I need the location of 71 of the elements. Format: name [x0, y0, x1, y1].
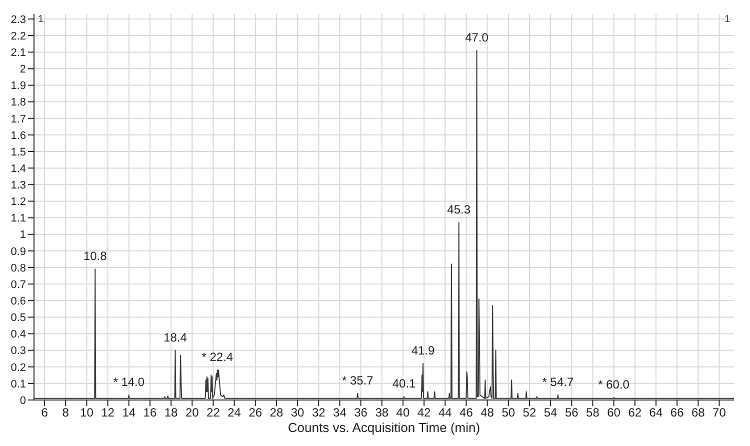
- x-tick-label: 70: [712, 406, 726, 420]
- y-tick-label: 1.3: [10, 180, 26, 192]
- y-tick-label: 1.4: [10, 162, 26, 175]
- y-tick-label: 1.6: [10, 130, 26, 142]
- y-tick-label: 0.9: [10, 246, 26, 258]
- y-tick-label: 2.2: [10, 30, 26, 42]
- x-tick-label: 44: [438, 406, 452, 420]
- y-tick-label: 1: [20, 229, 26, 242]
- x-tick-label: 10: [80, 406, 94, 420]
- y-tick-label: 1.7: [10, 113, 26, 126]
- y-tick-label: 0.3: [10, 345, 26, 358]
- annotation: 45.3: [447, 202, 471, 217]
- annotation: 41.9: [411, 344, 436, 358]
- y-tick-label: 1.1: [10, 212, 26, 225]
- annotation: * 22.4: [202, 350, 234, 364]
- y-tick-label: 2: [20, 64, 26, 76]
- x-tick-label: 50: [502, 406, 516, 420]
- y-tick-label: 0.8: [10, 262, 26, 274]
- y-tick-label: 0.5: [10, 312, 26, 324]
- annotation: * 60.0: [598, 378, 630, 392]
- annotation: 47.0: [465, 30, 489, 44]
- y-tick-label: 2.3: [10, 14, 26, 26]
- x-tick-label: 16: [143, 406, 157, 420]
- x-tick-label: 26: [248, 406, 262, 420]
- x-tick-label: 64: [649, 406, 663, 420]
- x-tick-label: 60: [607, 406, 621, 420]
- annotation: 18.4: [164, 330, 188, 344]
- x-tick-label: 42: [417, 406, 432, 420]
- x-tick-label: 32: [312, 406, 326, 420]
- x-tick-label: 34: [333, 406, 347, 420]
- y-tick-label: 0.4: [10, 328, 26, 341]
- x-tick-label: 30: [290, 406, 305, 420]
- y-tick-label: 0.1: [10, 378, 26, 390]
- x-tick-label: 6: [41, 406, 48, 420]
- annotation: * 35.7: [342, 373, 374, 388]
- x-tick-label: 56: [564, 406, 579, 420]
- x-tick-label: 68: [691, 406, 706, 420]
- y-tick-label: 2.1: [10, 47, 26, 60]
- x-tick-label: 14: [122, 406, 136, 420]
- x-tick-label: 20: [185, 406, 200, 420]
- annotation: 1: [724, 14, 730, 25]
- x-tick-label: 40: [396, 406, 410, 420]
- annotation: 10.8: [83, 249, 108, 264]
- x-tick-label: 12: [101, 406, 115, 420]
- y-tick-label: 0: [20, 394, 26, 407]
- x-tick-label: 66: [670, 406, 684, 420]
- x-tick-label: 58: [586, 406, 600, 420]
- annotation: 1: [38, 14, 44, 25]
- x-tick-label: 36: [354, 406, 368, 420]
- x-tick-label: 22: [206, 406, 220, 420]
- y-tick-label: 0.6: [10, 296, 26, 308]
- x-tick-label: 18: [164, 406, 178, 420]
- x-tick-label: 52: [522, 406, 536, 420]
- x-tick-label: 38: [375, 406, 389, 420]
- y-tick-label: 1.5: [10, 146, 26, 158]
- x-tick-label: 46: [460, 406, 474, 420]
- y-tick-label: 1.2: [10, 196, 26, 208]
- x-tick-label: 8: [62, 406, 70, 420]
- x-tick-label: 62: [628, 406, 642, 420]
- x-axis-title: Counts vs. Acquisition Time (min): [288, 420, 480, 435]
- annotation: * 14.0: [113, 375, 145, 390]
- x-tick-label: 54: [544, 406, 558, 420]
- annotation: * 54.7: [542, 375, 574, 390]
- y-tick-label: 1.8: [10, 96, 26, 109]
- x-tick-label: 24: [228, 406, 242, 420]
- x-tick-label: 48: [480, 406, 494, 420]
- annotation: 40.1: [392, 376, 416, 391]
- y-tick-label: 0.7: [10, 278, 26, 291]
- y-tick-label: 1.9: [10, 80, 26, 92]
- x-tick-label: 28: [270, 406, 284, 420]
- y-tick-label: 0.2: [10, 362, 26, 374]
